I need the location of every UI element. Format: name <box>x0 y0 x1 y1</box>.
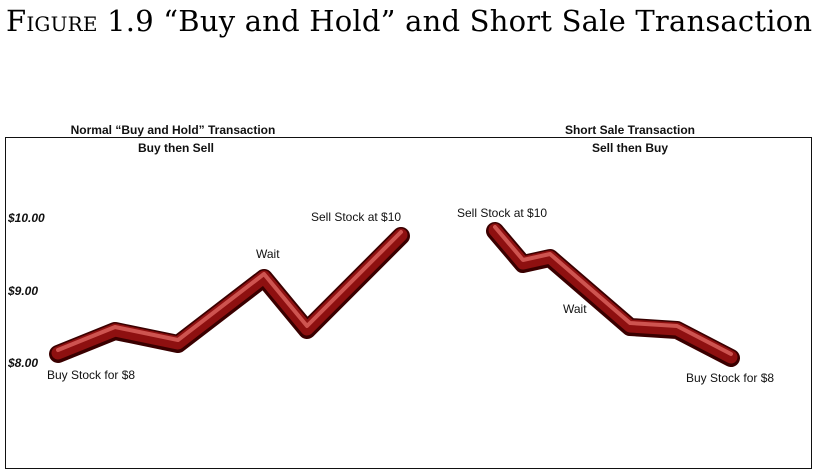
y-label-8: $8.00 <box>7 356 38 370</box>
left-panel-title: Normal “Buy and Hold” Transaction <box>71 123 276 137</box>
figure-title-text: “Buy and Hold” and Short Sale Transactio… <box>163 4 813 38</box>
short-sale-path <box>486 222 740 367</box>
left-annotation-buy: Buy Stock for $8 <box>47 368 135 382</box>
left-annotation-sell: Sell Stock at $10 <box>311 210 401 224</box>
figure-number: Figure 1.9 <box>6 4 154 38</box>
chart-frame <box>5 137 812 469</box>
right-annotation-buy: Buy Stock for $8 <box>686 371 774 385</box>
right-annotation-wait: Wait <box>563 302 587 316</box>
y-label-9: $9.00 <box>7 284 38 298</box>
left-panel-subtitle: Buy then Sell <box>138 141 214 155</box>
y-label-10: $10.00 <box>7 211 45 225</box>
right-panel-subtitle: Sell then Buy <box>592 141 668 155</box>
left-annotation-wait: Wait <box>256 247 280 261</box>
figure-title: Figure 1.9 “Buy and Hold” and Short Sale… <box>6 4 812 38</box>
right-annotation-sell: Sell Stock at $10 <box>457 206 547 220</box>
buy-and-hold-path <box>49 227 410 363</box>
right-panel-title: Short Sale Transaction <box>565 123 695 137</box>
